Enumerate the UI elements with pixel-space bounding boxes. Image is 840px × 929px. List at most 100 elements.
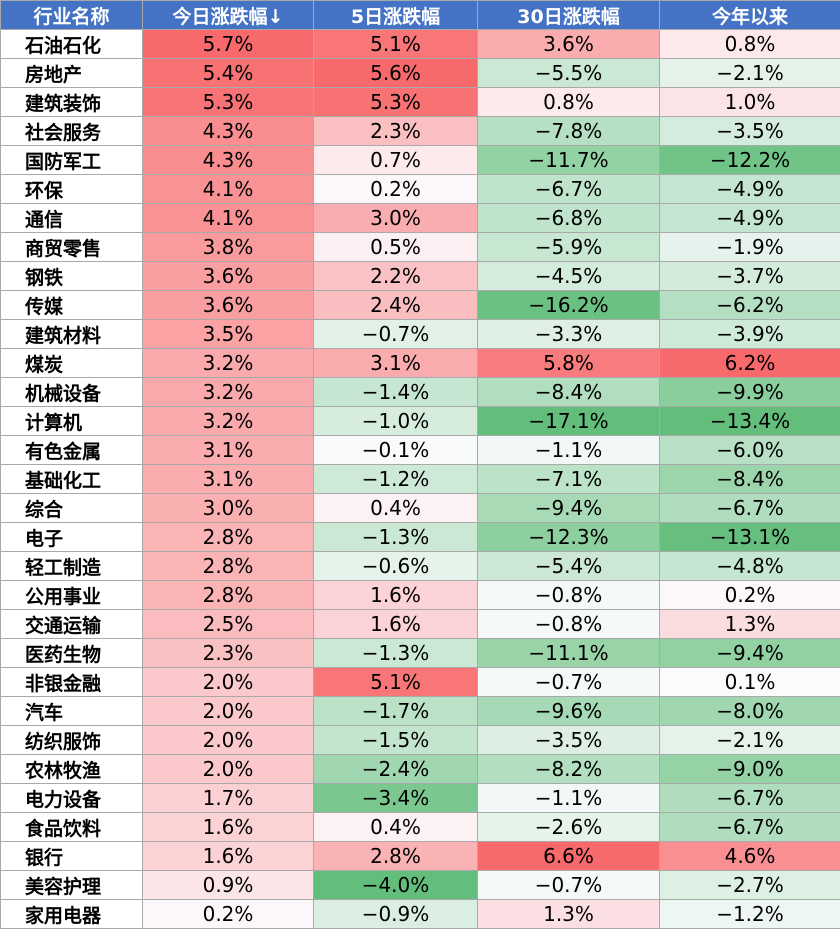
cell-industry-name[interactable]: 电力设备 bbox=[0, 783, 143, 813]
table-row[interactable]: 纺织服饰 2.0% −1.5% −3.5% −2.1% bbox=[0, 725, 840, 755]
cell-industry-name[interactable]: 有色金属 bbox=[0, 435, 143, 465]
cell-5day-change[interactable]: 2.8% bbox=[313, 841, 478, 871]
header-today-change[interactable]: 今日涨跌幅↓ bbox=[142, 0, 314, 30]
cell-today-change[interactable]: 2.8% bbox=[142, 522, 314, 552]
cell-30day-change[interactable]: −6.7% bbox=[477, 174, 660, 204]
cell-industry-name[interactable]: 综合 bbox=[0, 493, 143, 523]
cell-industry-name[interactable]: 纺织服饰 bbox=[0, 725, 143, 755]
cell-today-change[interactable]: 2.5% bbox=[142, 609, 314, 639]
cell-5day-change[interactable]: −1.7% bbox=[313, 696, 478, 726]
cell-industry-name[interactable]: 社会服务 bbox=[0, 116, 143, 146]
cell-5day-change[interactable]: 1.6% bbox=[313, 609, 478, 639]
cell-today-change[interactable]: 3.5% bbox=[142, 319, 314, 349]
cell-today-change[interactable]: 1.6% bbox=[142, 812, 314, 842]
cell-ytd-change[interactable]: 0.2% bbox=[659, 580, 840, 610]
cell-today-change[interactable]: 2.0% bbox=[142, 696, 314, 726]
cell-ytd-change[interactable]: −9.0% bbox=[659, 754, 840, 784]
cell-industry-name[interactable]: 基础化工 bbox=[0, 464, 143, 494]
cell-5day-change[interactable]: 1.6% bbox=[313, 580, 478, 610]
cell-5day-change[interactable]: −1.3% bbox=[313, 522, 478, 552]
table-row[interactable]: 环保 4.1% 0.2% −6.7% −4.9% bbox=[0, 174, 840, 204]
cell-industry-name[interactable]: 美容护理 bbox=[0, 870, 143, 900]
cell-30day-change[interactable]: −12.3% bbox=[477, 522, 660, 552]
header-ytd-change[interactable]: 今年以来 bbox=[659, 0, 840, 30]
cell-today-change[interactable]: 3.8% bbox=[142, 232, 314, 262]
cell-30day-change[interactable]: −8.4% bbox=[477, 377, 660, 407]
cell-ytd-change[interactable]: −6.2% bbox=[659, 290, 840, 320]
cell-today-change[interactable]: 3.2% bbox=[142, 406, 314, 436]
cell-today-change[interactable]: 2.8% bbox=[142, 551, 314, 581]
cell-ytd-change[interactable]: 1.0% bbox=[659, 87, 840, 117]
cell-ytd-change[interactable]: −9.4% bbox=[659, 638, 840, 668]
cell-ytd-change[interactable]: −3.7% bbox=[659, 261, 840, 291]
cell-industry-name[interactable]: 建筑装饰 bbox=[0, 87, 143, 117]
cell-5day-change[interactable]: −1.2% bbox=[313, 464, 478, 494]
cell-30day-change[interactable]: −0.7% bbox=[477, 870, 660, 900]
cell-industry-name[interactable]: 建筑材料 bbox=[0, 319, 143, 349]
cell-today-change[interactable]: 2.0% bbox=[142, 725, 314, 755]
cell-today-change[interactable]: 2.0% bbox=[142, 667, 314, 697]
cell-5day-change[interactable]: 0.7% bbox=[313, 145, 478, 175]
cell-ytd-change[interactable]: −8.4% bbox=[659, 464, 840, 494]
header-30day-change[interactable]: 30日涨跌幅 bbox=[477, 0, 660, 30]
cell-30day-change[interactable]: −17.1% bbox=[477, 406, 660, 436]
cell-industry-name[interactable]: 钢铁 bbox=[0, 261, 143, 291]
cell-today-change[interactable]: 3.6% bbox=[142, 261, 314, 291]
cell-30day-change[interactable]: −7.1% bbox=[477, 464, 660, 494]
table-row[interactable]: 汽车 2.0% −1.7% −9.6% −8.0% bbox=[0, 696, 840, 726]
cell-industry-name[interactable]: 农林牧渔 bbox=[0, 754, 143, 784]
cell-30day-change[interactable]: −5.9% bbox=[477, 232, 660, 262]
cell-30day-change[interactable]: 6.6% bbox=[477, 841, 660, 871]
cell-5day-change[interactable]: −2.4% bbox=[313, 754, 478, 784]
cell-30day-change[interactable]: −9.4% bbox=[477, 493, 660, 523]
cell-industry-name[interactable]: 公用事业 bbox=[0, 580, 143, 610]
cell-industry-name[interactable]: 国防军工 bbox=[0, 145, 143, 175]
cell-ytd-change[interactable]: −6.7% bbox=[659, 783, 840, 813]
cell-5day-change[interactable]: −4.0% bbox=[313, 870, 478, 900]
cell-industry-name[interactable]: 通信 bbox=[0, 203, 143, 233]
table-row[interactable]: 美容护理 0.9% −4.0% −0.7% −2.7% bbox=[0, 870, 840, 900]
cell-30day-change[interactable]: −16.2% bbox=[477, 290, 660, 320]
cell-5day-change[interactable]: −1.5% bbox=[313, 725, 478, 755]
cell-industry-name[interactable]: 电子 bbox=[0, 522, 143, 552]
cell-today-change[interactable]: 5.7% bbox=[142, 29, 314, 59]
cell-today-change[interactable]: 1.6% bbox=[142, 841, 314, 871]
cell-5day-change[interactable]: −1.3% bbox=[313, 638, 478, 668]
cell-industry-name[interactable]: 计算机 bbox=[0, 406, 143, 436]
cell-ytd-change[interactable]: −2.1% bbox=[659, 725, 840, 755]
cell-5day-change[interactable]: −0.7% bbox=[313, 319, 478, 349]
cell-industry-name[interactable]: 汽车 bbox=[0, 696, 143, 726]
cell-industry-name[interactable]: 商贸零售 bbox=[0, 232, 143, 262]
cell-ytd-change[interactable]: 0.1% bbox=[659, 667, 840, 697]
cell-today-change[interactable]: 4.3% bbox=[142, 145, 314, 175]
cell-ytd-change[interactable]: −12.2% bbox=[659, 145, 840, 175]
cell-30day-change[interactable]: −0.8% bbox=[477, 580, 660, 610]
cell-ytd-change[interactable]: −3.5% bbox=[659, 116, 840, 146]
cell-30day-change[interactable]: −11.7% bbox=[477, 145, 660, 175]
cell-today-change[interactable]: 2.0% bbox=[142, 754, 314, 784]
cell-30day-change[interactable]: 5.8% bbox=[477, 348, 660, 378]
cell-ytd-change[interactable]: −4.9% bbox=[659, 203, 840, 233]
cell-5day-change[interactable]: −1.0% bbox=[313, 406, 478, 436]
cell-ytd-change[interactable]: 6.2% bbox=[659, 348, 840, 378]
cell-today-change[interactable]: 3.2% bbox=[142, 377, 314, 407]
cell-today-change[interactable]: 4.1% bbox=[142, 174, 314, 204]
table-row[interactable]: 银行 1.6% 2.8% 6.6% 4.6% bbox=[0, 841, 840, 871]
cell-5day-change[interactable]: 2.3% bbox=[313, 116, 478, 146]
cell-today-change[interactable]: 2.3% bbox=[142, 638, 314, 668]
cell-5day-change[interactable]: 3.1% bbox=[313, 348, 478, 378]
table-row[interactable]: 建筑装饰 5.3% 5.3% 0.8% 1.0% bbox=[0, 87, 840, 117]
table-row[interactable]: 农林牧渔 2.0% −2.4% −8.2% −9.0% bbox=[0, 754, 840, 784]
table-row[interactable]: 轻工制造 2.8% −0.6% −5.4% −4.8% bbox=[0, 551, 840, 581]
table-row[interactable]: 综合 3.0% 0.4% −9.4% −6.7% bbox=[0, 493, 840, 523]
cell-30day-change[interactable]: −1.1% bbox=[477, 435, 660, 465]
cell-today-change[interactable]: 0.9% bbox=[142, 870, 314, 900]
cell-5day-change[interactable]: 3.0% bbox=[313, 203, 478, 233]
cell-today-change[interactable]: 3.2% bbox=[142, 348, 314, 378]
cell-industry-name[interactable]: 传媒 bbox=[0, 290, 143, 320]
cell-ytd-change[interactable]: −13.4% bbox=[659, 406, 840, 436]
cell-5day-change[interactable]: −0.9% bbox=[313, 899, 478, 929]
cell-30day-change[interactable]: 1.3% bbox=[477, 899, 660, 929]
header-industry[interactable]: 行业名称 bbox=[0, 0, 143, 30]
cell-5day-change[interactable]: 0.4% bbox=[313, 493, 478, 523]
